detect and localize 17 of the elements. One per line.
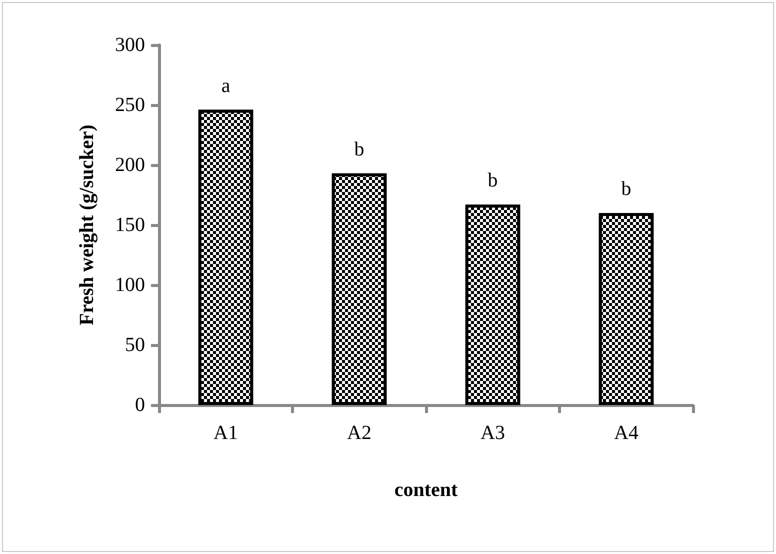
y-tick-label: 150 (115, 214, 145, 236)
annotation: a (221, 74, 230, 97)
y-tick-label: 200 (115, 154, 145, 176)
x-tick-label: A1 (214, 422, 238, 444)
y-tick-label: 250 (115, 94, 145, 116)
annotation: b (354, 138, 364, 160)
x-tick-label: A2 (347, 422, 372, 444)
y-tick-label: 50 (125, 334, 145, 356)
x-tick-label: A4 (614, 422, 638, 444)
y-tick-label: 100 (115, 274, 145, 296)
x-axis-title: content (394, 479, 458, 501)
y-tick-label: 300 (115, 34, 145, 56)
annotation: b (488, 170, 498, 192)
y-tick-label: 0 (135, 394, 145, 416)
x-tick-label: A3 (480, 422, 505, 444)
y-axis-title: Fresh weight (g/sucker) (76, 124, 98, 326)
annotation: b (621, 178, 632, 200)
